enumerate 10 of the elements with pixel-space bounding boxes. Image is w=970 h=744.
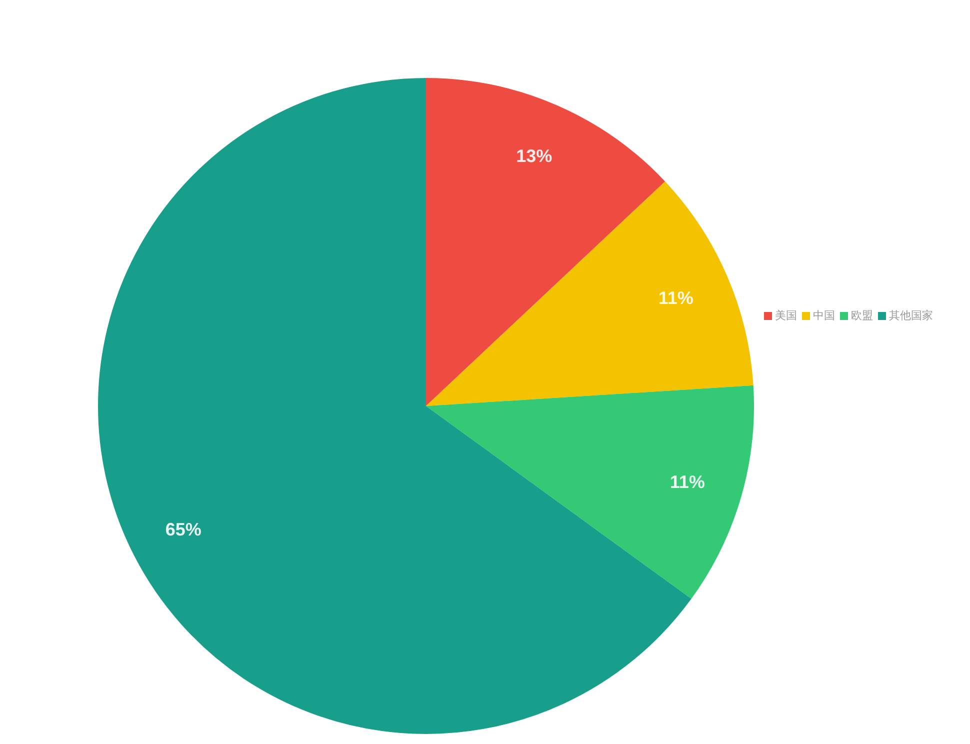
data-label: 65% <box>165 520 202 540</box>
legend-label: 美国 <box>775 308 797 323</box>
legend-label: 欧盟 <box>851 308 873 323</box>
data-label: 11% <box>658 288 694 308</box>
legend-label: 中国 <box>813 308 835 323</box>
legend-label: 其他国家 <box>889 308 933 323</box>
data-label: 13% <box>516 146 552 166</box>
pie-slice <box>426 181 754 406</box>
pie-slice <box>426 385 754 599</box>
data-label: 11% <box>670 472 705 492</box>
